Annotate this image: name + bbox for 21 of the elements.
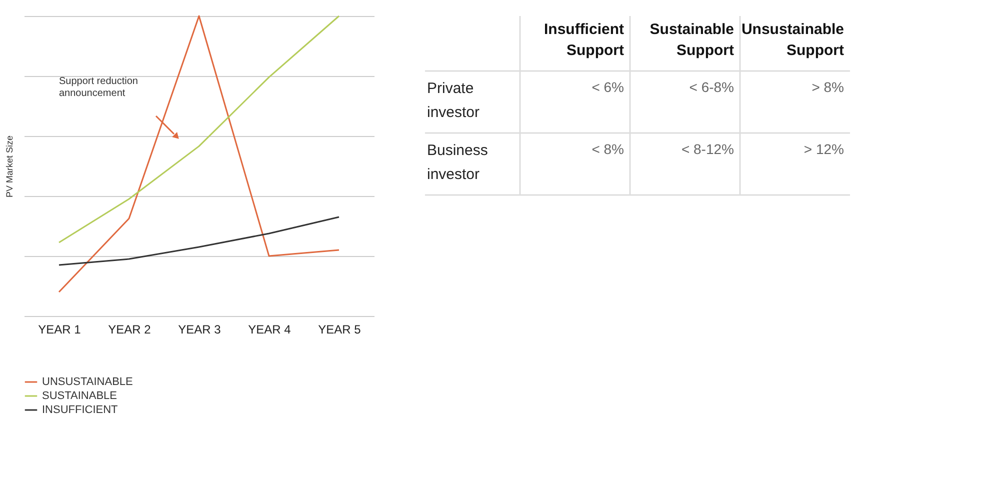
annotation: Support reduction announcement — [59, 76, 138, 99]
text: < 8% — [592, 141, 624, 157]
x-tick-label: YEAR 5 — [318, 322, 362, 336]
legend-label: INSUFFICIENT — [42, 404, 118, 416]
x-tick-label: YEAR 3 — [178, 322, 222, 336]
category-label: Unsustainable Support — [741, 21, 844, 59]
category-label: Private investor — [427, 80, 480, 121]
y-axis-title: PV Market Size — [4, 135, 14, 198]
x-tick-label: YEAR 1 — [38, 322, 82, 336]
category-label: Business investor — [427, 142, 488, 183]
text: < 6-8% — [689, 79, 734, 95]
text: < 8-12% — [681, 141, 734, 157]
text: < 6% — [592, 79, 624, 95]
x-tick-label: YEAR 2 — [108, 322, 152, 336]
text: > 12% — [804, 141, 844, 157]
text: > 8% — [812, 79, 844, 95]
x-tick-label: YEAR 4 — [248, 322, 292, 336]
category-label: Sustainable Support — [650, 21, 734, 59]
category-label: Insufficient Support — [544, 21, 624, 59]
legend-label: SUSTAINABLE — [42, 390, 117, 402]
legend-label: UNSUSTAINABLE — [42, 376, 133, 388]
